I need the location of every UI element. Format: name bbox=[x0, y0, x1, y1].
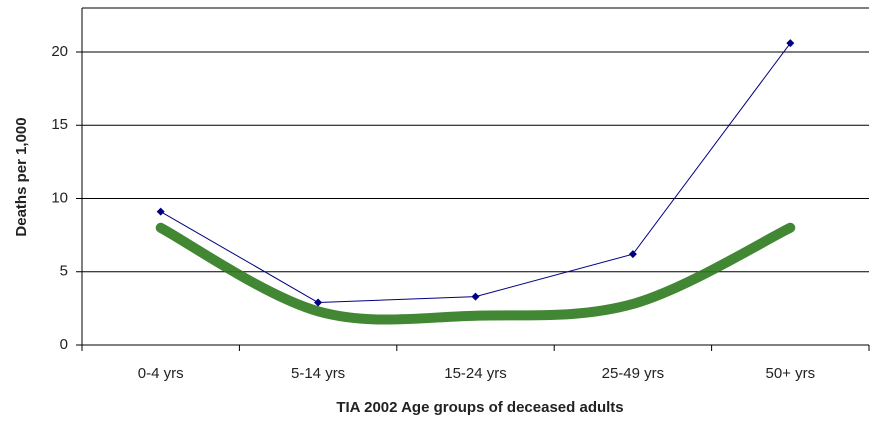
y-tick-label: 20 bbox=[51, 43, 68, 60]
x-tick-label: 50+ yrs bbox=[765, 365, 815, 382]
y-tick-label: 10 bbox=[51, 189, 68, 206]
y-tick-label: 15 bbox=[51, 116, 68, 133]
x-tick-label: 0-4 yrs bbox=[138, 365, 184, 382]
y-axis-title: Deaths per 1,000 bbox=[13, 117, 30, 236]
marker bbox=[786, 39, 795, 48]
y-tick-label: 5 bbox=[60, 263, 68, 280]
marker bbox=[628, 250, 637, 259]
x-tick-label: 15-24 yrs bbox=[444, 365, 507, 382]
series-line bbox=[160, 42, 791, 304]
marker bbox=[156, 207, 165, 216]
marker bbox=[314, 298, 323, 307]
marker bbox=[471, 292, 480, 301]
y-tick-label: 0 bbox=[60, 336, 68, 353]
trend-curve bbox=[155, 222, 796, 325]
x-tick-label: 5-14 yrs bbox=[291, 365, 345, 382]
x-axis-title: TIA 2002 Age groups of deceased adults bbox=[336, 399, 623, 416]
x-tick-label: 25-49 yrs bbox=[602, 365, 665, 382]
